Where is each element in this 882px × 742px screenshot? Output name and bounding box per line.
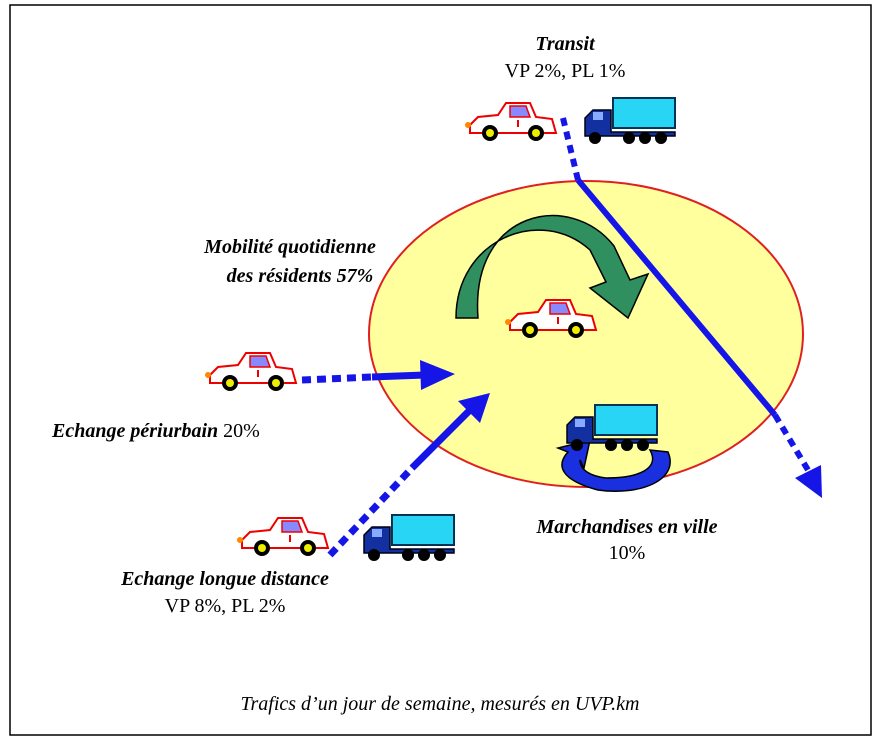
transit-detail: VP 2%, PL 1% [505, 60, 626, 82]
caption: Trafics d’un jour de semaine, mesurés en… [240, 693, 639, 715]
residents-line: Mobilité quotidienne [203, 236, 376, 258]
periurbain-label: Echange périurbain 20% [51, 420, 260, 442]
periurbain-title: Echange périurbain [51, 420, 218, 442]
diagram: Transit VP 2%, PL 1% Mobilité quotidienn… [0, 0, 882, 742]
periurbain-share: 20% [223, 420, 260, 442]
transit-title: Transit [535, 33, 596, 55]
residents-line: des résidents 57% [227, 265, 374, 287]
goods-title: Marchandises en ville [535, 516, 717, 538]
long-distance-title: Echange longue distance [120, 568, 329, 590]
page: {"transit": {"title": "Transit", "detail… [0, 0, 882, 742]
long-distance-detail: VP 8%, PL 2% [165, 595, 286, 617]
goods-share: 10% [609, 542, 646, 564]
